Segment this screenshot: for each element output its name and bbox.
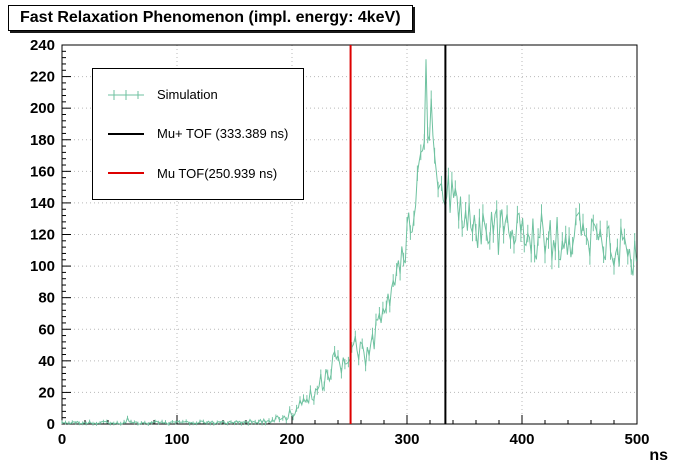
svg-text:500: 500 <box>624 431 649 448</box>
svg-text:180: 180 <box>30 132 55 149</box>
svg-text:100: 100 <box>164 431 189 448</box>
svg-text:120: 120 <box>30 227 55 244</box>
legend-item-muplus-tof: Mu+ TOF (333.389 ns) <box>107 126 299 141</box>
tof-reference-lines <box>349 45 447 424</box>
svg-text:0: 0 <box>47 416 55 433</box>
svg-text:200: 200 <box>30 100 55 117</box>
axis-ticks <box>61 44 638 425</box>
muplus-tof-line-swatch <box>107 127 145 141</box>
svg-text:40: 40 <box>38 353 55 370</box>
svg-text:60: 60 <box>38 321 55 338</box>
svg-text:160: 160 <box>30 163 55 180</box>
legend-label-simulation: Simulation <box>157 87 218 103</box>
svg-text:220: 220 <box>30 69 55 86</box>
svg-text:400: 400 <box>509 431 534 448</box>
axis-tick-labels: 0 20 40 60 80 100 120 140 160 180 200 220 240 0 100 200… <box>30 37 668 464</box>
svg-text:100: 100 <box>30 258 55 275</box>
svg-text:80: 80 <box>38 290 55 307</box>
plot-title-box: Fast Relaxation Phenomenon (impl. energy… <box>8 5 413 31</box>
svg-text:200: 200 <box>279 431 304 448</box>
svg-text:0: 0 <box>58 431 66 448</box>
mu-tof-line-swatch <box>107 166 145 180</box>
svg-text:140: 140 <box>30 195 55 212</box>
legend-label-muplus-tof: Mu+ TOF (333.389 ns) <box>157 126 289 142</box>
legend-label-mu-tof: Mu TOF(250.939 ns) <box>157 165 278 181</box>
svg-text:300: 300 <box>394 431 419 448</box>
simulation-line <box>61 59 637 425</box>
legend-item-simulation: Simulation <box>107 87 299 102</box>
svg-text:20: 20 <box>38 384 55 401</box>
legend-item-mu-tof: Mu TOF(250.939 ns) <box>107 166 299 181</box>
simulation-errorbar-swatch <box>107 88 145 102</box>
svg-text:240: 240 <box>30 37 55 54</box>
x-axis-unit-label: ns <box>649 447 668 464</box>
plot-title: Fast Relaxation Phenomenon (impl. energy… <box>20 9 401 26</box>
legend: Simulation Mu+ TOF (333.389 ns) Mu TOF(2… <box>92 68 304 200</box>
